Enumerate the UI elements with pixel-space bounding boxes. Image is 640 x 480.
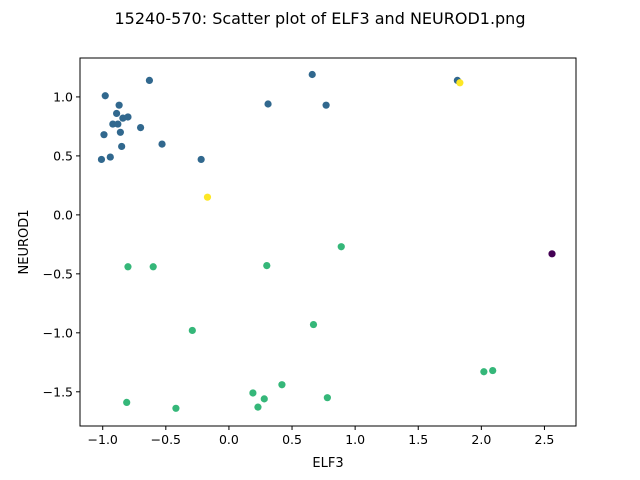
y-tick-label: 1.0 xyxy=(53,89,73,104)
x-tick-label: −0.5 xyxy=(151,432,181,447)
axes-frame xyxy=(79,57,577,427)
data-point-29 xyxy=(480,368,488,376)
data-point-24 xyxy=(124,263,132,271)
data-point-17 xyxy=(264,100,272,108)
data-point-32 xyxy=(249,389,257,397)
x-tick-label: 0.5 xyxy=(282,432,302,447)
data-point-31 xyxy=(278,381,286,389)
x-tick-label: 2.0 xyxy=(471,432,491,447)
data-point-23 xyxy=(337,243,345,251)
data-point-6 xyxy=(109,120,117,128)
data-point-26 xyxy=(263,261,271,270)
data-point-12 xyxy=(118,142,126,151)
data-point-15 xyxy=(197,155,205,164)
data-point-33 xyxy=(323,394,331,402)
data-point-16 xyxy=(308,70,316,79)
y-tick-label: 0.5 xyxy=(53,148,73,163)
data-point-27 xyxy=(309,320,318,329)
data-point-10 xyxy=(100,131,108,139)
data-point-36 xyxy=(254,403,262,411)
data-point-30 xyxy=(489,366,497,375)
data-point-18 xyxy=(322,101,330,109)
data-point-21 xyxy=(203,193,212,201)
data-point-7 xyxy=(114,120,122,128)
data-point-3 xyxy=(113,109,121,118)
y-tick-label: −1.0 xyxy=(43,325,73,340)
data-point-20 xyxy=(456,79,464,87)
data-point-13 xyxy=(106,153,114,161)
data-point-22 xyxy=(548,250,556,258)
data-point-8 xyxy=(136,123,145,132)
chart-title: 15240-570: Scatter plot of ELF3 and NEUR… xyxy=(115,9,526,28)
data-point-5 xyxy=(124,113,132,121)
points-layer xyxy=(97,70,556,412)
data-point-1 xyxy=(101,92,109,100)
data-point-25 xyxy=(149,263,157,271)
data-point-14 xyxy=(97,155,106,164)
data-point-0 xyxy=(145,76,154,85)
y-axis: −1.5 −1.0 −0.5 0.0 0.5 1.0 xyxy=(43,89,80,399)
data-point-2 xyxy=(115,101,123,109)
data-point-28 xyxy=(188,326,196,335)
y-tick-label: 0.0 xyxy=(53,207,73,222)
y-tick-label: −1.5 xyxy=(43,384,73,399)
y-tick-label: −0.5 xyxy=(43,266,73,281)
data-point-11 xyxy=(158,140,166,148)
x-axis-label: ELF3 xyxy=(312,456,343,471)
x-tick-label: 1.5 xyxy=(408,432,428,447)
data-point-34 xyxy=(260,395,268,403)
data-point-37 xyxy=(172,404,180,412)
x-tick-label: −1.0 xyxy=(88,432,118,447)
data-point-35 xyxy=(123,398,131,407)
x-tick-label: 2.5 xyxy=(535,432,555,447)
y-axis-label: NEUROD1 xyxy=(17,210,32,275)
x-tick-label: 0.0 xyxy=(219,432,239,447)
data-point-9 xyxy=(116,128,124,136)
x-axis: −1.0 −0.5 0.0 0.5 1.0 1.5 2.0 2.5 xyxy=(88,426,555,447)
x-tick-label: 1.0 xyxy=(345,432,365,447)
